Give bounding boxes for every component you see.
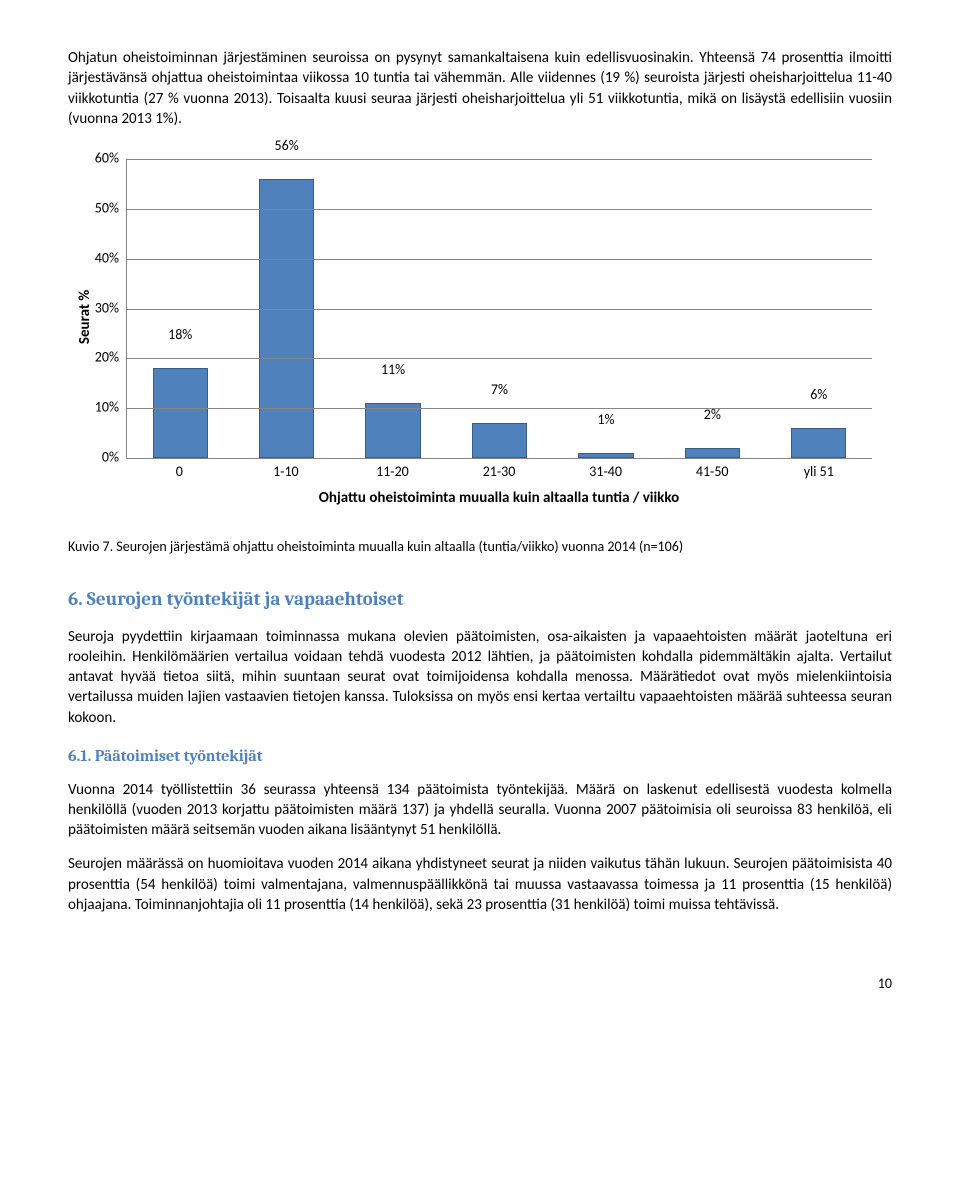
section-6-1-p1: Vuonna 2014 työllistettiin 36 seurassa y… [68,780,892,841]
y-tick-label: 10% [79,399,119,418]
x-tick-label: 41-50 [659,463,766,482]
y-tick-label: 50% [79,199,119,218]
x-axis-label: Ohjattu oheistoiminta muualla kuin altaa… [126,488,872,508]
bar [791,428,846,458]
bar [578,453,633,458]
bar [472,423,527,458]
gridline [127,209,872,210]
section-6-heading: 6. Seurojen työntekijät ja vapaaehtoiset [68,587,892,613]
bar-value-label: 6% [766,386,872,407]
bar [153,368,208,458]
bar [685,448,740,458]
plot-area: 18%56%11%7%1%2%6% 0%10%20%30%40%50%60% [126,159,872,459]
gridline [127,309,872,310]
x-tick-label: 11-20 [339,463,446,482]
bar-value-label: 56% [233,137,339,158]
gridline [127,358,872,359]
figure-caption: Kuvio 7. Seurojen järjestämä ohjattu ohe… [68,538,892,557]
bar [365,403,420,458]
y-tick-label: 60% [79,150,119,169]
x-tick-label: 1-10 [233,463,340,482]
section-6-1-heading: 6.1. Päätoimiset työntekijät [68,746,892,768]
bar [259,179,314,458]
section-6-paragraph: Seuroja pyydettiin kirjaamaan toiminnass… [68,627,892,728]
gridline [127,408,872,409]
x-ticks: 01-1011-2021-3031-4041-50yli 51 [126,463,872,482]
x-tick-label: 0 [126,463,233,482]
page-number: 10 [68,975,892,994]
bar-value-label: 2% [659,406,765,427]
y-tick-label: 0% [79,449,119,468]
x-tick-label: yli 51 [765,463,872,482]
section-6-1-p2: Seurojen määrässä on huomioitava vuoden … [68,854,892,915]
bar-value-label: 7% [446,381,552,402]
bar-value-label: 1% [553,411,659,432]
intro-paragraph: Ohjatun oheistoiminnan järjestäminen seu… [68,48,892,129]
bar-chart: Seurat % 18%56%11%7%1%2%6% 0%10%20%30%40… [68,159,892,508]
gridline [127,259,872,260]
bar-value-label: 18% [127,327,233,348]
x-tick-label: 31-40 [552,463,659,482]
gridline [127,159,872,160]
y-tick-label: 20% [79,349,119,368]
y-tick-label: 40% [79,249,119,268]
x-tick-label: 21-30 [446,463,553,482]
bar-value-label: 11% [340,361,446,382]
y-tick-label: 30% [79,299,119,318]
